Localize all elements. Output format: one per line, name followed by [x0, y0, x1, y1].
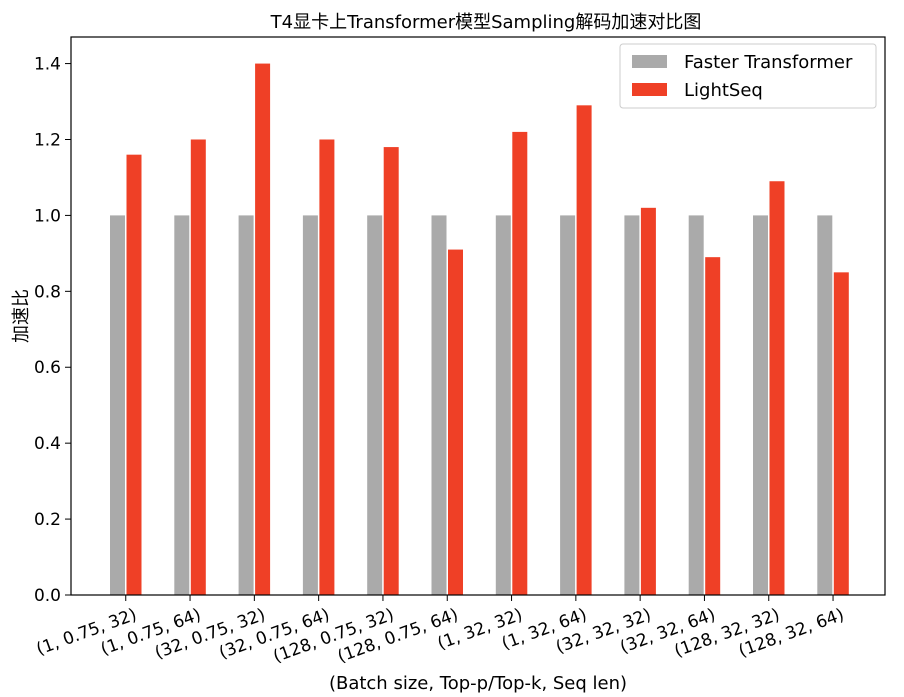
plot-area: [110, 63, 849, 596]
bar-lightseq: [512, 131, 528, 596]
bar-faster-transformer: [238, 215, 254, 596]
bar-lightseq: [640, 207, 656, 595]
y-tick-label: 1.2: [34, 130, 61, 150]
bar-faster-transformer: [817, 215, 833, 596]
y-tick-label: 0.4: [34, 434, 61, 454]
bar-lightseq: [126, 154, 142, 595]
bar-lightseq: [383, 147, 399, 595]
y-axis-title: 加速比: [11, 289, 32, 343]
y-axis: 0.0 0.2 0.4 0.6 0.8 1.0 1.2 1.4: [34, 55, 71, 606]
bar-faster-transformer: [367, 215, 383, 596]
bar-lightseq: [705, 257, 721, 595]
legend-box: [619, 43, 877, 109]
y-tick-label: 1.4: [34, 55, 61, 75]
y-tick-label: 0.2: [34, 510, 61, 530]
y-tick-label: 1.0: [34, 206, 61, 226]
legend: Faster Transformer LightSeq: [619, 43, 877, 109]
bar-lightseq: [190, 139, 206, 595]
bar-lightseq: [255, 63, 271, 596]
legend-swatch-faster-transformer: [632, 55, 667, 68]
bar-faster-transformer: [624, 215, 640, 596]
bar-lightseq: [833, 272, 849, 595]
bar-faster-transformer: [302, 215, 318, 596]
bar-lightseq: [448, 249, 463, 596]
bar-faster-transformer: [431, 215, 447, 596]
y-tick-label: 0.6: [34, 358, 61, 378]
bar-lightseq: [769, 181, 785, 595]
bar-faster-transformer: [110, 215, 125, 596]
plot-frame: [70, 36, 886, 596]
legend-label-lightseq: LightSeq: [684, 80, 763, 101]
y-tick-label: 0.8: [34, 282, 61, 302]
chart-title: T4显卡上Transformer模型Sampling解码加速对比图: [270, 12, 702, 33]
legend-swatch-lightseq: [632, 83, 667, 96]
bar-lightseq: [319, 139, 335, 595]
x-axis-title: (Batch size, Top-p/Top-k, Seq len): [329, 673, 627, 694]
bar-faster-transformer: [560, 215, 576, 596]
y-tick-label: 0.0: [34, 586, 61, 606]
legend-label-faster-transformer: Faster Transformer: [684, 52, 853, 73]
bar-faster-transformer: [495, 215, 511, 596]
bar-faster-transformer: [753, 215, 768, 596]
x-axis: (1, 0.75, 32)(1, 0.75, 64)(32, 0.75, 32)…: [34, 595, 847, 667]
bar-lightseq: [576, 105, 592, 595]
bar-faster-transformer: [174, 215, 190, 596]
bar-faster-transformer: [688, 215, 704, 596]
